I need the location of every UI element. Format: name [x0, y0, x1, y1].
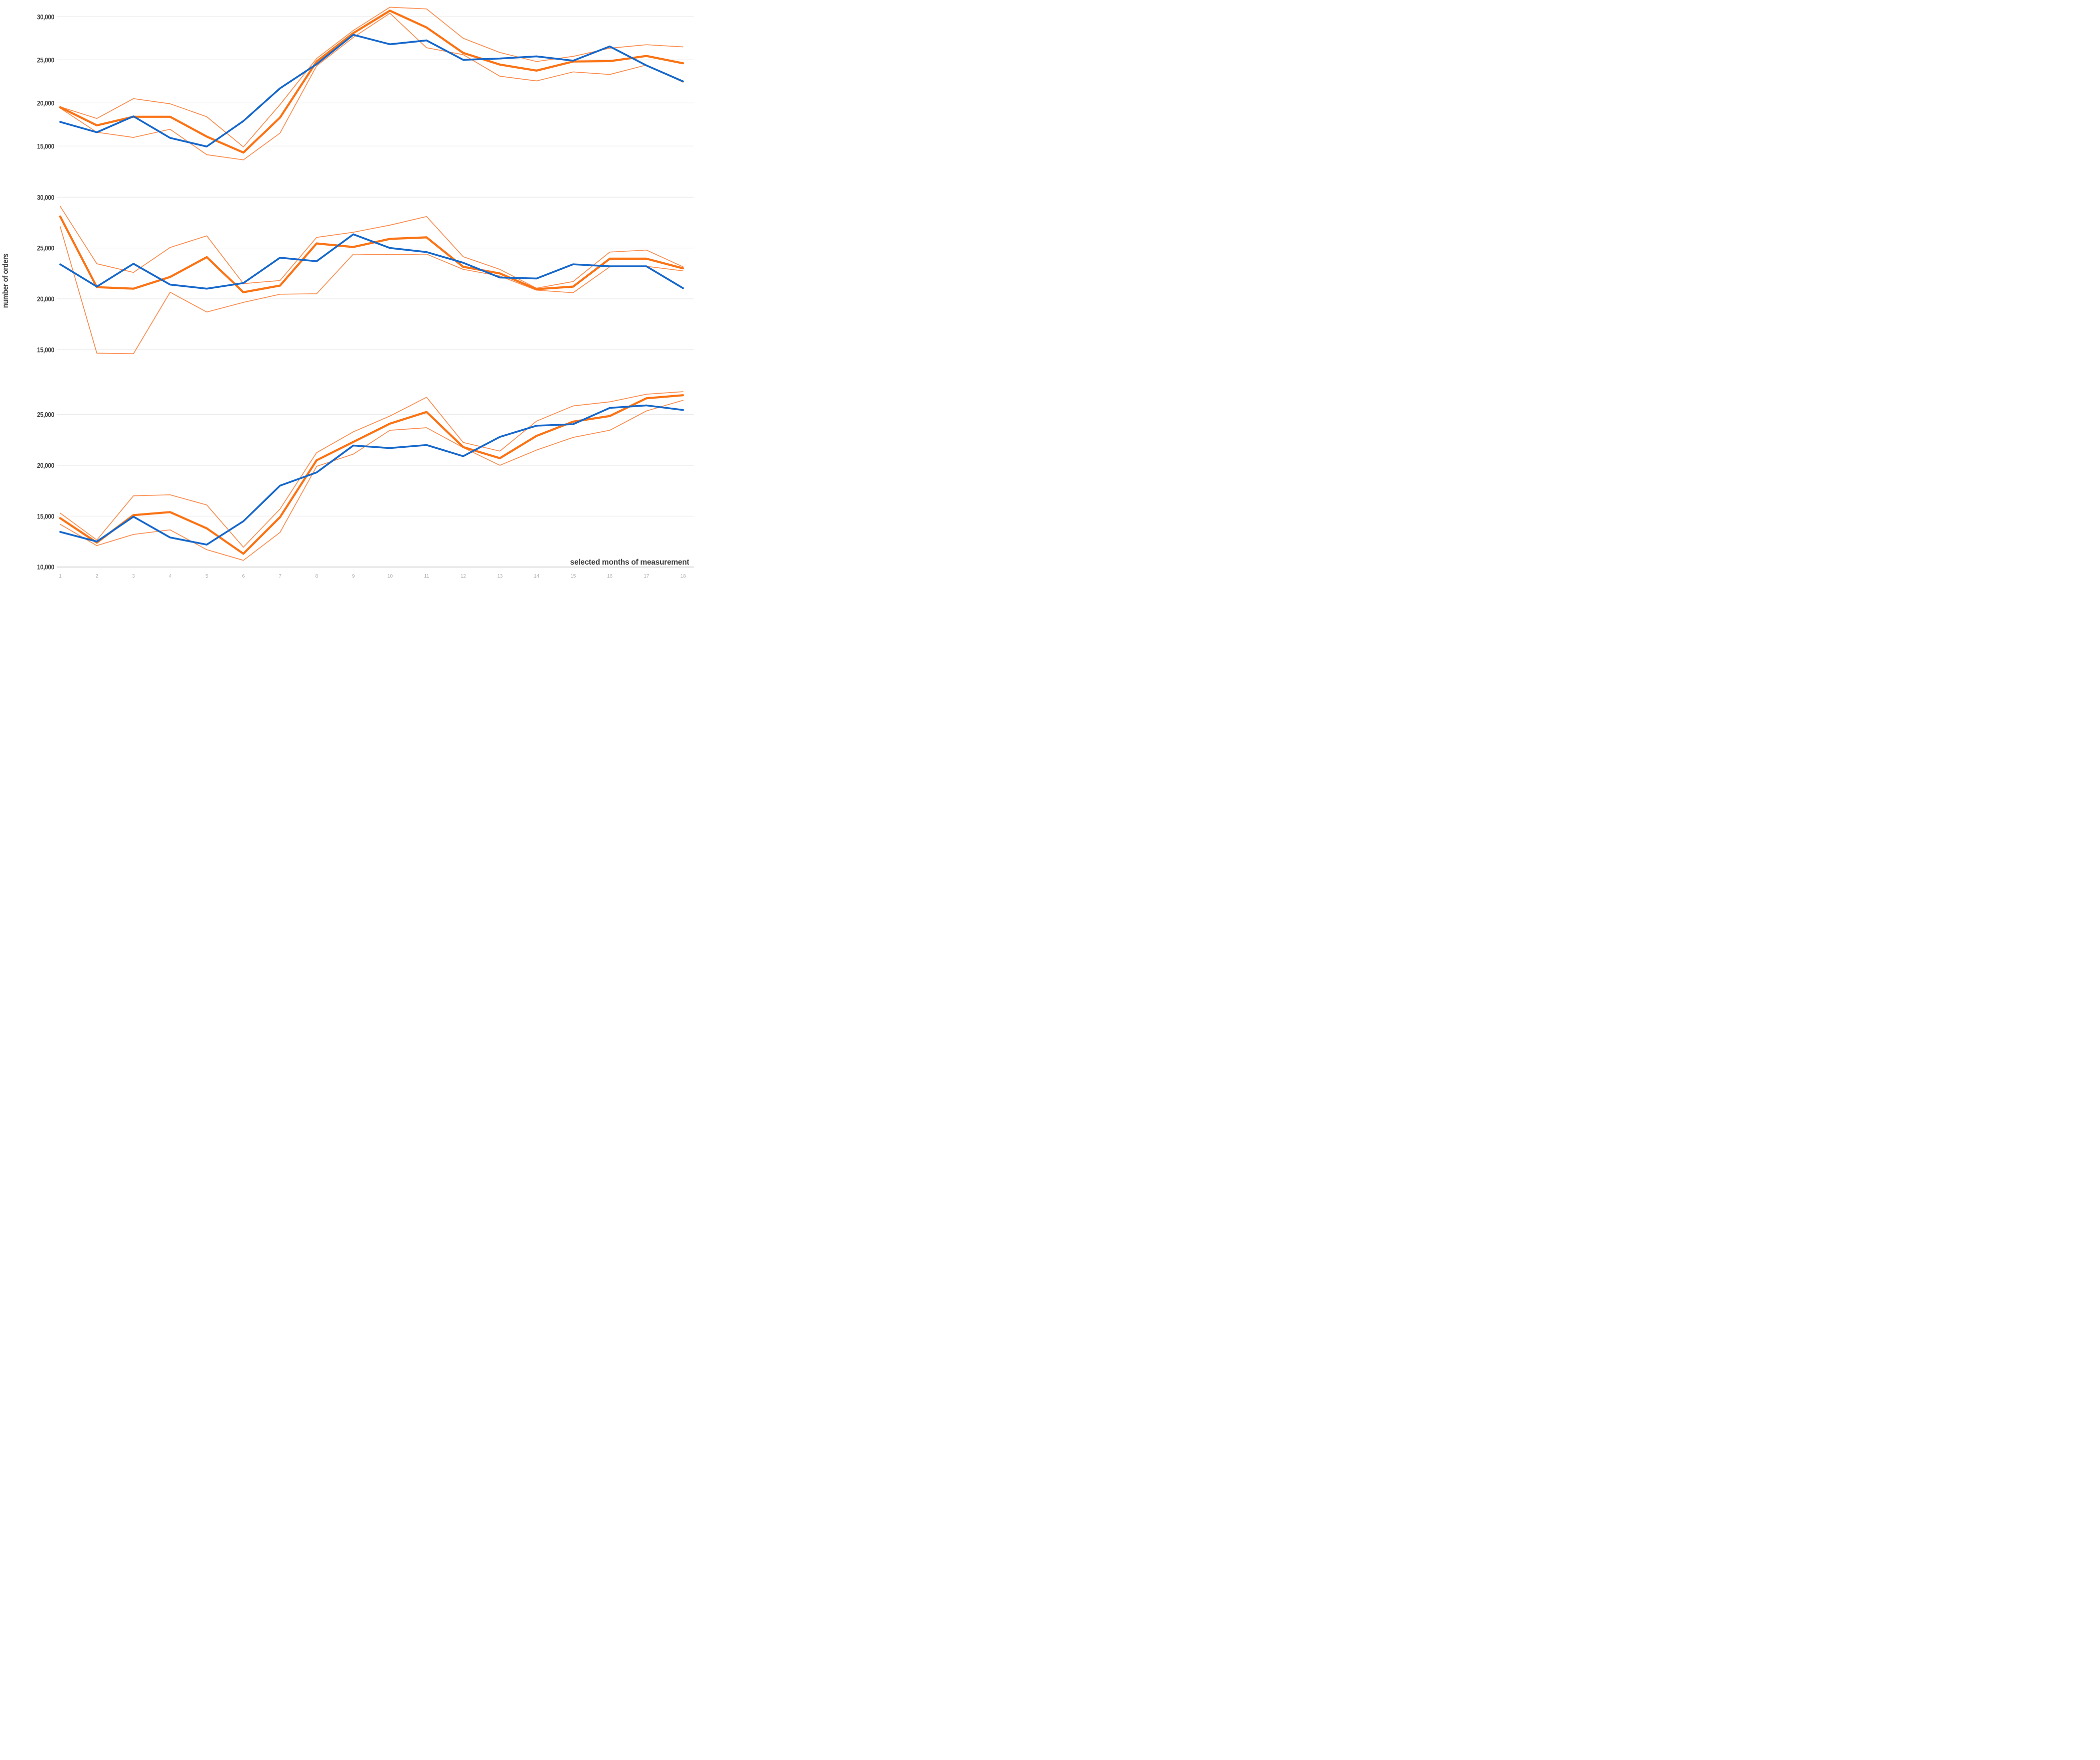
x-tick-label: 5	[206, 574, 209, 579]
y-tick-label: 30,000	[37, 13, 54, 21]
x-tick-label: 4	[169, 574, 172, 579]
line-chart-figure: 30,000 25,000 20,000 15,000 30,000 25,000 20,0…	[0, 0, 700, 587]
series-line-forecast-top	[59, 10, 684, 154]
series-line-upper-bound-middle	[60, 206, 684, 289]
y-tick-label: 25,000	[37, 244, 54, 252]
x-tick-label: 11	[424, 574, 430, 579]
y-tick-label: 15,000	[37, 512, 54, 520]
x-tick-label: 15	[570, 574, 576, 579]
y-tick-label-layer: 30,000 25,000 20,000 15,000 30,000 25,000 20,0…	[37, 13, 55, 571]
series-line-actual-top	[59, 34, 684, 148]
x-tick-label: 8	[315, 574, 318, 579]
series-line-lower-bound-middle	[60, 226, 684, 355]
x-tick-label-layer: 1 2 3 4 5 6 7 8 9 10 11 12 13 14 15 16 17 18	[59, 574, 686, 579]
x-axis-title: selected months of measurement	[570, 558, 689, 567]
y-tick-label: 20,000	[37, 99, 54, 107]
series-line-lower-bound-top	[60, 13, 684, 160]
y-tick-label: 25,000	[37, 56, 54, 64]
series-line-upper-bound-bottom	[60, 391, 684, 548]
series-line-upper-bound-top	[60, 7, 684, 147]
series-line-actual-bottom	[59, 404, 684, 546]
x-tick-label: 13	[497, 574, 503, 579]
y-tick-label: 15,000	[37, 142, 54, 150]
series-line-actual-middle	[59, 233, 684, 290]
gridline-layer	[57, 16, 694, 568]
series-line-forecast-middle	[59, 215, 684, 293]
series-line-forecast-bottom	[59, 394, 684, 555]
x-tick-label: 9	[352, 574, 355, 579]
y-tick-label: 25,000	[37, 411, 54, 419]
y-tick-label: 10,000	[37, 563, 54, 571]
x-tick-label: 17	[643, 574, 649, 579]
x-tick-label: 12	[460, 574, 466, 579]
x-tick-label: 2	[95, 574, 98, 579]
chart-canvas: 30,000 25,000 20,000 15,000 30,000 25,000 20,0…	[2, 7, 694, 579]
x-tick-label: 7	[279, 574, 282, 579]
y-tick-label: 20,000	[37, 295, 54, 303]
y-tick-label: 20,000	[37, 461, 54, 469]
x-tick-label: 16	[607, 574, 612, 579]
x-tick-label: 3	[132, 574, 135, 579]
series-layer	[59, 7, 684, 561]
y-tick-label: 15,000	[37, 346, 54, 354]
x-tick-label: 18	[680, 574, 686, 579]
x-tick-label: 6	[242, 574, 245, 579]
x-tick-label: 10	[387, 574, 393, 579]
series-line-lower-bound-bottom	[60, 400, 684, 561]
y-tick-label: 30,000	[37, 194, 54, 202]
x-tick-label: 1	[59, 574, 62, 579]
y-axis-title: number of orders	[2, 254, 10, 308]
x-tick-label: 14	[534, 574, 539, 579]
